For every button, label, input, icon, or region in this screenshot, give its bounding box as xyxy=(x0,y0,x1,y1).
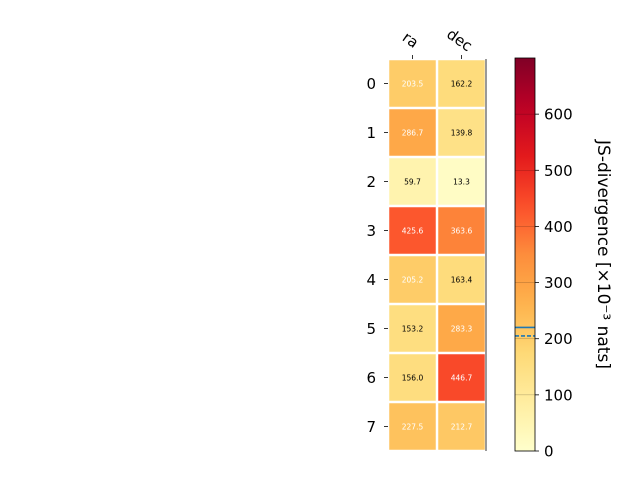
row-tick-label: 0 xyxy=(366,75,376,93)
cell-value-label: 153.2 xyxy=(402,325,424,334)
cell-value-label: 446.7 xyxy=(451,374,473,383)
heatmap-cell xyxy=(438,158,485,205)
row-tick-label: 7 xyxy=(366,418,376,436)
cell-value-label: 227.5 xyxy=(402,423,424,432)
colorbar-tick-label: 500 xyxy=(544,162,573,180)
heatmap-cell xyxy=(438,60,485,107)
heatmap-cell xyxy=(438,256,485,303)
cell-value-label: 139.8 xyxy=(451,129,473,138)
colorbar-tick-label: 100 xyxy=(544,386,573,404)
row-tick-label: 4 xyxy=(366,271,376,289)
colorbar-outline xyxy=(514,57,536,452)
colorbar-tick-label: 600 xyxy=(544,106,573,124)
heatmap-cell xyxy=(438,354,485,401)
cell-value-label: 156.0 xyxy=(402,374,424,383)
heatmap-cell xyxy=(438,109,485,156)
heatmap-cell xyxy=(438,403,485,450)
cell-value-label: 286.7 xyxy=(402,129,424,138)
colorbar-label: JS-divergence [×10⁻³ nats] xyxy=(593,139,613,369)
cell-value-label: 203.5 xyxy=(402,80,424,89)
colorbar-tick-label: 300 xyxy=(544,274,573,292)
colorbar-tick-label: 400 xyxy=(544,218,573,236)
cell-value-label: 205.2 xyxy=(402,276,424,285)
heatmap-cell xyxy=(389,354,436,401)
row-tick-label: 5 xyxy=(366,320,376,338)
heatmap-cell xyxy=(438,305,485,352)
column-tick-label: dec xyxy=(443,25,475,55)
row-tick-label: 1 xyxy=(366,124,376,142)
heatmap-cell xyxy=(389,207,436,254)
cell-value-label: 59.7 xyxy=(404,178,421,187)
cell-value-label: 163.4 xyxy=(451,276,473,285)
colorbar: 0 100 200 300 400 500 600 JS-divergence [×10⁻³ … xyxy=(514,57,613,461)
row-tick-label: 3 xyxy=(366,222,376,240)
heatmap-cell xyxy=(438,207,485,254)
column-tick-label: ra xyxy=(399,28,422,52)
cell-value-label: 13.3 xyxy=(453,178,470,187)
row-tick-label: 6 xyxy=(366,369,376,387)
cell-value-label: 212.7 xyxy=(451,423,473,432)
heatmap-cell xyxy=(389,158,436,205)
cell-value-label: 162.2 xyxy=(451,80,473,89)
cell-value-label: 283.3 xyxy=(451,325,473,334)
colorbar-tick-label: 0 xyxy=(544,443,554,461)
heatmap-cell xyxy=(389,60,436,107)
cell-value-label: 363.6 xyxy=(451,227,473,236)
colorbar-tick-label: 200 xyxy=(544,330,573,348)
colorbar-gradient xyxy=(515,58,535,451)
cell-value-label: 425.6 xyxy=(402,227,424,236)
heatmap-cell xyxy=(389,305,436,352)
heatmap-cell xyxy=(389,256,436,303)
heatmap-cell xyxy=(389,403,436,450)
heatmap-cell xyxy=(389,109,436,156)
row-tick-label: 2 xyxy=(366,173,376,191)
